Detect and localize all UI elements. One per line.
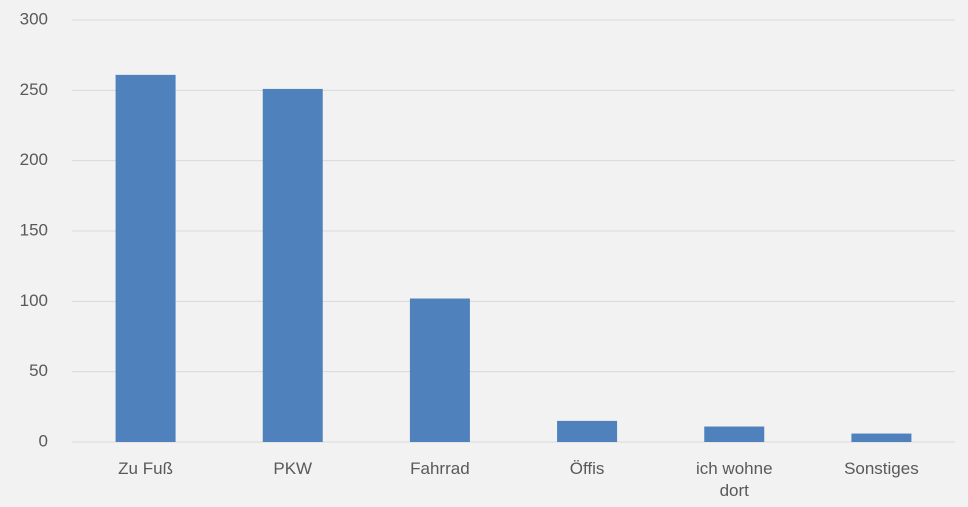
bar [557,420,618,442]
y-tick-label: 150 [20,220,48,239]
x-tick-label: ich wohne dort [695,459,773,500]
y-tick-label: 250 [20,80,48,99]
x-tick-label: PKW [273,459,313,478]
y-tick-label: 300 [20,9,48,28]
x-tick-label: Fahrrad [410,459,470,478]
bar [851,433,912,442]
bar [409,298,470,442]
y-tick-label: 50 [29,361,48,380]
y-tick-label: 0 [39,431,48,450]
bar [262,88,323,442]
bar [115,74,176,443]
x-tick-label: Öffis [569,459,605,478]
y-tick-label: 100 [20,291,48,310]
y-tick-label: 200 [20,150,48,169]
x-tick-label: Zu Fuß [118,459,173,478]
x-tick-label: Sonstiges [844,459,919,478]
bar [704,426,765,442]
